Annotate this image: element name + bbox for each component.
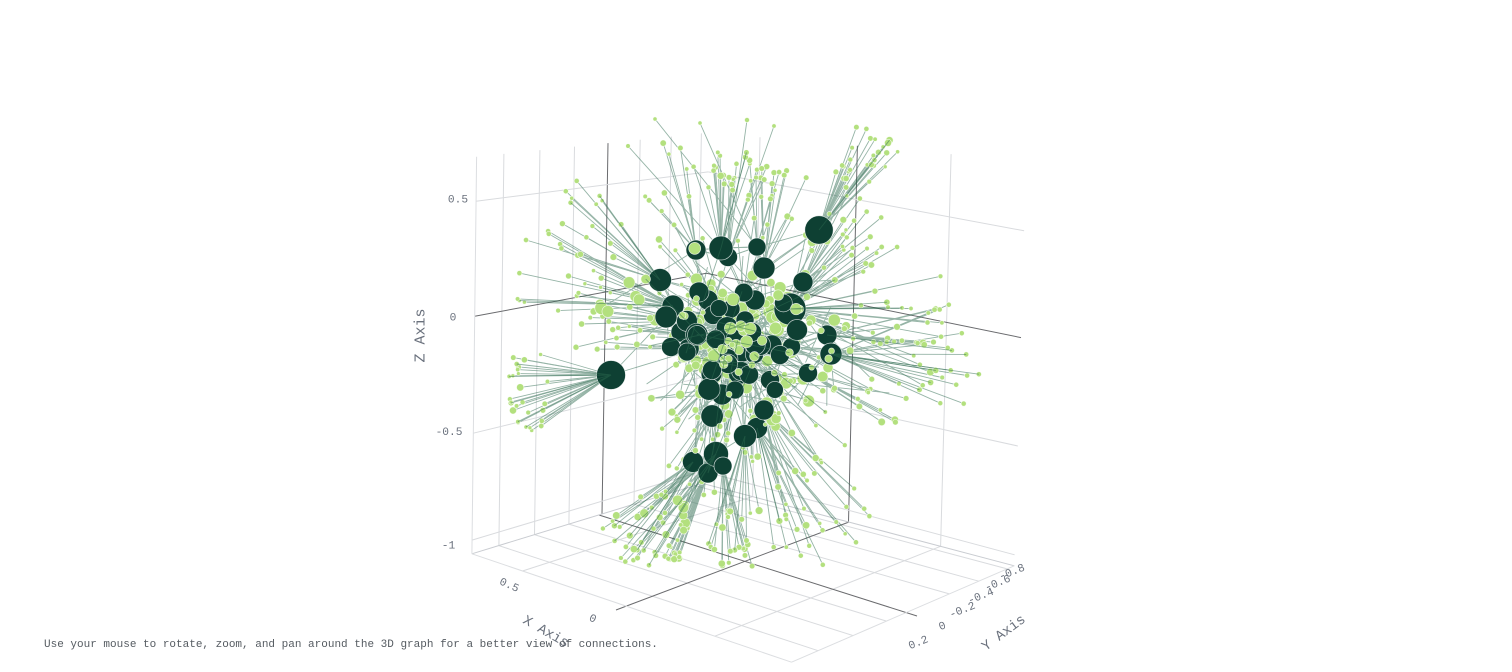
svg-text:-0.5: -0.5 xyxy=(436,427,463,439)
svg-text:0.5: 0.5 xyxy=(448,195,468,207)
svg-text:Z Axis: Z Axis xyxy=(413,308,430,362)
svg-text:Use your mouse to rotate, zoom: Use your mouse to rotate, zoom, and pan … xyxy=(44,639,658,651)
svg-text:0: 0 xyxy=(937,620,948,634)
svg-text:-0.8: -0.8 xyxy=(998,563,1027,584)
svg-text:0: 0 xyxy=(587,613,598,627)
svg-text:Y Axis: Y Axis xyxy=(979,612,1029,655)
svg-text:-1: -1 xyxy=(442,541,456,553)
svg-text:0.5: 0.5 xyxy=(497,577,520,596)
svg-text:0: 0 xyxy=(450,313,457,325)
svg-text:0.2: 0.2 xyxy=(907,634,930,653)
